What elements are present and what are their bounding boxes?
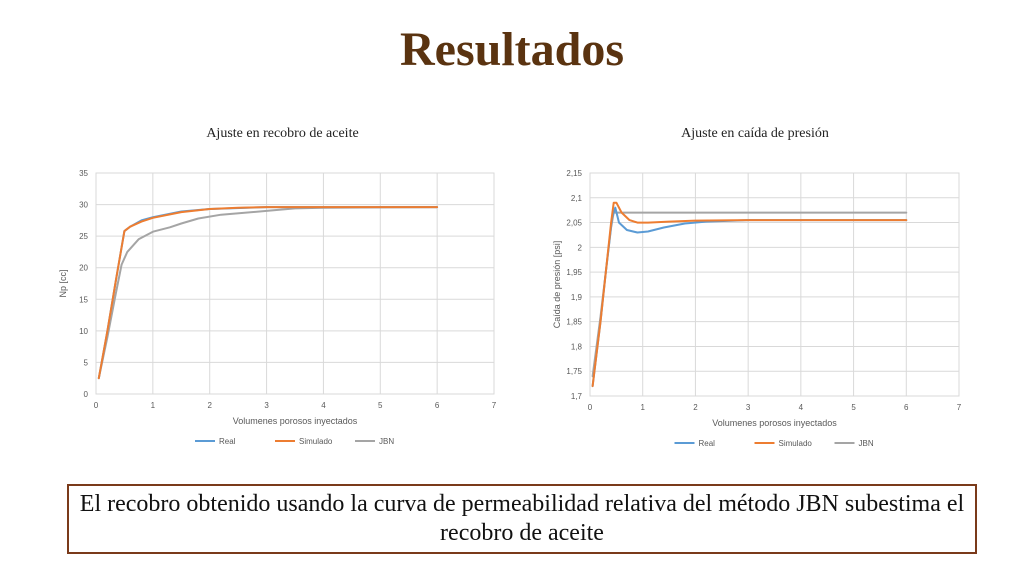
y-tick-label: 2,1 xyxy=(571,194,583,203)
y-tick-label: 2,05 xyxy=(566,219,582,228)
x-tick-label: 0 xyxy=(94,401,99,410)
y-tick-label: 1,8 xyxy=(571,342,583,351)
conclusion-text: El recobro obtenido usando la curva de p… xyxy=(79,491,965,546)
y-tick-label: 1,85 xyxy=(566,318,582,327)
series-line-simulado xyxy=(97,206,439,380)
y-tick-label: 1,95 xyxy=(566,268,582,277)
y-tick-label: 1,7 xyxy=(571,392,583,401)
x-tick-label: 4 xyxy=(321,401,326,410)
conclusion-box: El recobro obtenido usando la curva de p… xyxy=(67,484,977,554)
x-tick-label: 2 xyxy=(207,401,212,410)
x-tick-label: 1 xyxy=(151,401,156,410)
y-tick-label: 30 xyxy=(79,201,88,210)
y-tick-label: 20 xyxy=(79,264,88,273)
legend-label-simulado: Simulado xyxy=(779,439,813,448)
series-line-simulado xyxy=(591,201,908,388)
y-tick-label: 2,15 xyxy=(566,169,582,178)
y-axis-label: Caída de presión [psi] xyxy=(552,241,562,329)
chart-recobro: Ajuste en recobro de aceite 0 5 10 15 20 25 30… xyxy=(55,118,510,463)
x-axis-label: Volumenes porosos inyectados xyxy=(233,416,358,426)
x-tick-label: 5 xyxy=(378,401,383,410)
y-axis-label: Np [cc] xyxy=(58,269,68,297)
chart-title: Ajuste en recobro de aceite xyxy=(206,126,359,141)
x-tick-label: 5 xyxy=(851,403,856,412)
slide-title: Resultados xyxy=(399,23,625,76)
x-tick-label: 3 xyxy=(264,401,269,410)
y-tick-label: 2 xyxy=(578,243,583,252)
series-line-jbn xyxy=(97,206,439,380)
x-tick-label: 0 xyxy=(588,403,593,412)
legend-label-simulado: Simulado xyxy=(299,437,333,446)
y-tick-label: 10 xyxy=(79,327,88,336)
legend-label-jbn: JBN xyxy=(379,437,394,446)
y-tick-label: 5 xyxy=(84,358,89,367)
plot-area xyxy=(589,172,960,397)
y-tick-label: 1,75 xyxy=(566,367,582,376)
x-tick-label: 4 xyxy=(799,403,804,412)
x-tick-label: 6 xyxy=(435,401,440,410)
x-tick-label: 3 xyxy=(746,403,751,412)
legend-label-jbn: JBN xyxy=(859,439,874,448)
x-axis-label: Volumenes porosos inyectados xyxy=(712,418,837,428)
chart-recobro-svg: 0 5 10 15 20 25 30 35 0 1 2 3 4 5 6 7 Volumenes porosos … xyxy=(58,169,497,446)
series-line-jbn xyxy=(591,211,908,378)
y-tick-label: 15 xyxy=(79,295,88,304)
y-tick-label: 35 xyxy=(79,169,88,178)
y-tick-label: 1,9 xyxy=(571,293,583,302)
y-tick-label: 25 xyxy=(79,232,88,241)
legend-label-real: Real xyxy=(699,439,716,448)
chart-title: Ajuste en caída de presión xyxy=(681,126,829,141)
chart-presion-svg: 1,7 1,75 1,8 1,85 1,9 1,95 2 2,05 2,1 2,15 0 1 2 3 4 5 6… xyxy=(552,169,962,448)
legend-label-real: Real xyxy=(219,437,236,446)
chart-presion: Ajuste en caída de presión 1,7 1,75 1,8 1,8… xyxy=(535,118,975,463)
x-tick-label: 7 xyxy=(957,403,962,412)
y-tick-label: 0 xyxy=(84,390,89,399)
x-tick-label: 1 xyxy=(640,403,645,412)
x-tick-label: 2 xyxy=(693,403,698,412)
x-tick-label: 6 xyxy=(904,403,909,412)
x-tick-label: 7 xyxy=(492,401,497,410)
